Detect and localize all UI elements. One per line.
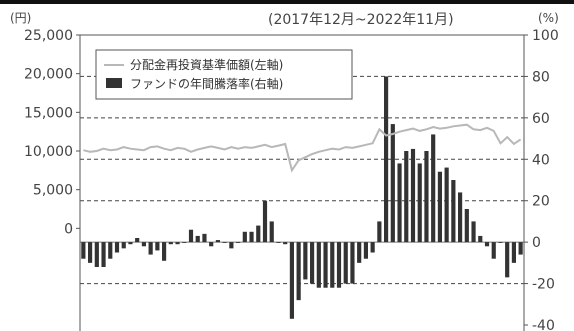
legend: 分配金再投資基準価額(左軸) ファンドの年間騰落率(右軸): [95, 49, 353, 100]
legend-box: [95, 49, 353, 100]
bar: [202, 233, 207, 243]
bar: [88, 242, 93, 263]
bar: [377, 221, 382, 243]
right-tick-label: 0: [532, 235, 541, 251]
left-tick-label: 15,000: [24, 105, 73, 121]
bar: [215, 240, 220, 243]
bar: [148, 242, 153, 255]
bar: [276, 242, 281, 243]
bar: [316, 242, 321, 288]
bar: [491, 242, 496, 259]
bar: [370, 242, 375, 253]
bar: [162, 242, 167, 261]
bar: [303, 242, 308, 280]
bar: [431, 134, 436, 243]
left-axis-ticks: 25,000 20,000 15,000 10,000 5,000 0: [24, 28, 80, 237]
left-tick-label: 10,000: [24, 144, 73, 160]
bar: [478, 235, 483, 243]
bar: [262, 200, 268, 243]
right-tick-label: 20: [532, 194, 550, 210]
bar: [471, 221, 476, 243]
bar: [310, 242, 315, 284]
bar: [94, 242, 99, 267]
left-tick-label: 20,000: [24, 67, 73, 83]
bar: [451, 180, 456, 243]
bar: [81, 242, 86, 259]
bar: [458, 192, 463, 243]
right-tick-label: 60: [532, 111, 550, 127]
bar: [424, 151, 429, 243]
bar: [397, 163, 402, 243]
period-label: (2017年12月~2022年11月): [268, 12, 454, 28]
right-tick-label: 40: [532, 152, 550, 168]
bar: [108, 242, 113, 259]
right-tick-label: -40: [532, 318, 555, 331]
bar: [229, 242, 234, 249]
bar: [101, 242, 106, 267]
bar: [464, 209, 469, 243]
bar: [518, 242, 523, 255]
bar: [437, 171, 442, 243]
bar: [256, 225, 261, 243]
bar: [283, 242, 288, 245]
bar: [168, 242, 173, 245]
bar: [390, 124, 395, 243]
legend-bar-key: [106, 78, 122, 88]
bar: [249, 231, 254, 243]
bar: [114, 242, 120, 253]
bar: [330, 242, 335, 288]
right-tick-label: 80: [532, 69, 550, 85]
bar: [236, 242, 241, 243]
bar: [128, 242, 133, 245]
line-series: [83, 123, 522, 173]
bar: [505, 242, 510, 278]
bar: [384, 76, 389, 243]
top-rule: [0, 0, 574, 4]
bar: [484, 242, 490, 247]
left-axis-unit: (円): [10, 11, 31, 25]
bar: [195, 235, 200, 243]
right-axis-ticks: 100 80 60 40 20 0 -20 -40: [524, 28, 559, 331]
bar-series: [81, 76, 523, 319]
bar: [141, 242, 146, 247]
bar: [296, 242, 301, 301]
bar: [363, 242, 368, 259]
left-tick-label: 0: [64, 221, 73, 237]
bar: [417, 163, 422, 243]
legend-label-bar: ファンドの年間騰落率(右軸): [130, 76, 283, 91]
bar: [343, 242, 348, 284]
bar: [209, 242, 214, 247]
bar: [175, 242, 180, 245]
bar: [155, 242, 160, 251]
bar: [498, 242, 503, 243]
bar: [336, 242, 342, 288]
bar: [222, 242, 227, 243]
left-tick-label: 25,000: [24, 28, 73, 44]
bar: [511, 242, 516, 263]
bar: [188, 229, 194, 243]
bar: [269, 221, 274, 243]
bar: [121, 242, 126, 249]
bar: [357, 242, 362, 263]
bar: [289, 242, 294, 319]
right-axis-unit: (%): [538, 11, 559, 25]
bar: [323, 242, 328, 288]
bar: [182, 242, 187, 243]
bar: [404, 151, 409, 243]
axes: [79, 34, 525, 331]
bar: [242, 231, 247, 243]
right-tick-label: -20: [532, 277, 555, 293]
bar: [410, 148, 416, 243]
right-tick-label: 100: [532, 28, 559, 44]
bar: [444, 167, 449, 243]
left-tick-label: 5,000: [33, 183, 73, 199]
legend-label-line: 分配金再投資基準価額(左軸): [130, 57, 283, 72]
bar: [350, 242, 355, 284]
bar: [135, 238, 140, 243]
